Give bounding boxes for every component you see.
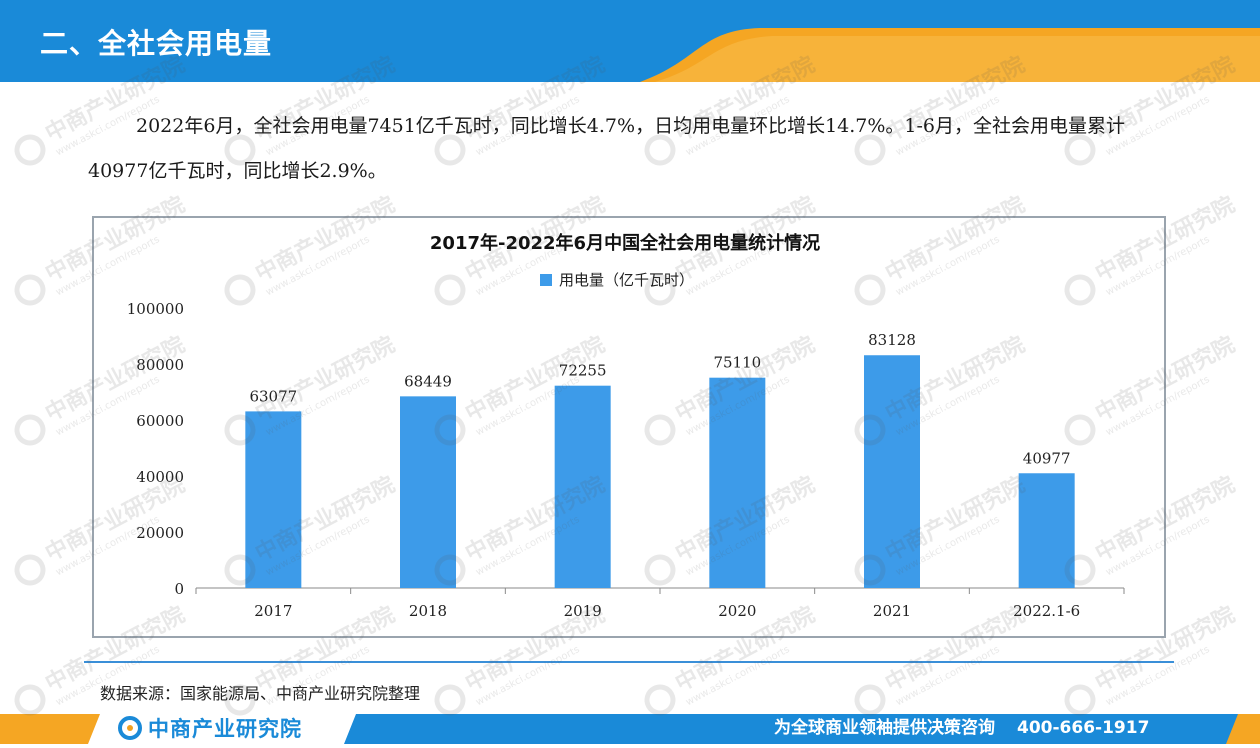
legend-swatch (540, 274, 552, 286)
watermark-logo-icon (14, 134, 46, 166)
watermark-logo-icon (14, 274, 46, 306)
watermark-url: www.askci.com/reports (684, 644, 791, 708)
x-tick-label-2017: 2017 (254, 602, 292, 620)
bar-2017 (245, 411, 302, 588)
y-tick-label: 20000 (136, 524, 184, 542)
footer-banner (0, 710, 1260, 748)
footer-background (0, 714, 1260, 744)
bar-2022.1-6 (1018, 473, 1075, 588)
data-label-2019: 72255 (559, 362, 607, 380)
page-title: 二、全社会用电量 (40, 27, 273, 60)
watermark-url: www.askci.com/reports (894, 644, 1001, 708)
y-tick-label: 0 (174, 580, 184, 598)
bar-2020 (709, 377, 766, 588)
chart-frame: 2017年-2022年6月中国全社会用电量统计情况用电量（亿千瓦时） 0 20000… (92, 216, 1166, 638)
data-label-2021: 83128 (868, 331, 916, 349)
source-divider (84, 661, 1174, 663)
footer-brand-name: 中商产业研究院 (148, 717, 302, 741)
footer-logo: 中商产业研究院 (118, 714, 302, 742)
x-tick-label-2019: 2019 (564, 602, 602, 620)
legend-label: 用电量（亿千瓦时） (559, 271, 694, 289)
x-tick-label-2021: 2021 (873, 602, 911, 620)
data-label-2022.1-6: 40977 (1023, 449, 1071, 467)
footer-slogan: 为全球商业领袖提供决策咨询 400-666-1917 (774, 713, 1149, 738)
x-tick-label-2022.1-6: 2022.1-6 (1013, 602, 1080, 620)
y-tick-label: 60000 (136, 412, 184, 430)
y-tick-label: 100000 (127, 300, 184, 318)
footer-slogan-text: 为全球商业领袖提供决策咨询 (774, 718, 995, 738)
data-label-2020: 75110 (713, 354, 761, 372)
data-label-2017: 63077 (249, 387, 297, 405)
watermark-logo-icon (14, 414, 46, 446)
watermark-logo-icon (14, 554, 46, 586)
intro-paragraph: 2022年6月，全社会用电量7451亿千瓦时，同比增长4.7%，日均用电量环比增… (88, 115, 1126, 182)
x-tick-label-2020: 2020 (718, 602, 756, 620)
y-tick-label: 80000 (136, 356, 184, 374)
watermark-url: www.askci.com/reports (1104, 644, 1211, 708)
data-source: 数据来源：国家能源局、中商产业研究院整理 (100, 684, 421, 703)
brand-logo-icon (118, 716, 142, 740)
chart-title: 2017年-2022年6月中国全社会用电量统计情况 (430, 232, 820, 254)
bar-2019 (554, 385, 611, 588)
footer-phone: 400-666-1917 (1017, 718, 1150, 738)
x-tick-label-2018: 2018 (409, 602, 447, 620)
header-background (0, 0, 1260, 82)
y-tick-label: 40000 (136, 468, 184, 486)
bar-2021 (864, 355, 920, 588)
header-banner: 二、全社会用电量 (0, 0, 1260, 82)
bar-2018 (400, 396, 456, 588)
data-label-2018: 68449 (404, 372, 452, 390)
watermark-url: www.askci.com/reports (474, 644, 581, 708)
